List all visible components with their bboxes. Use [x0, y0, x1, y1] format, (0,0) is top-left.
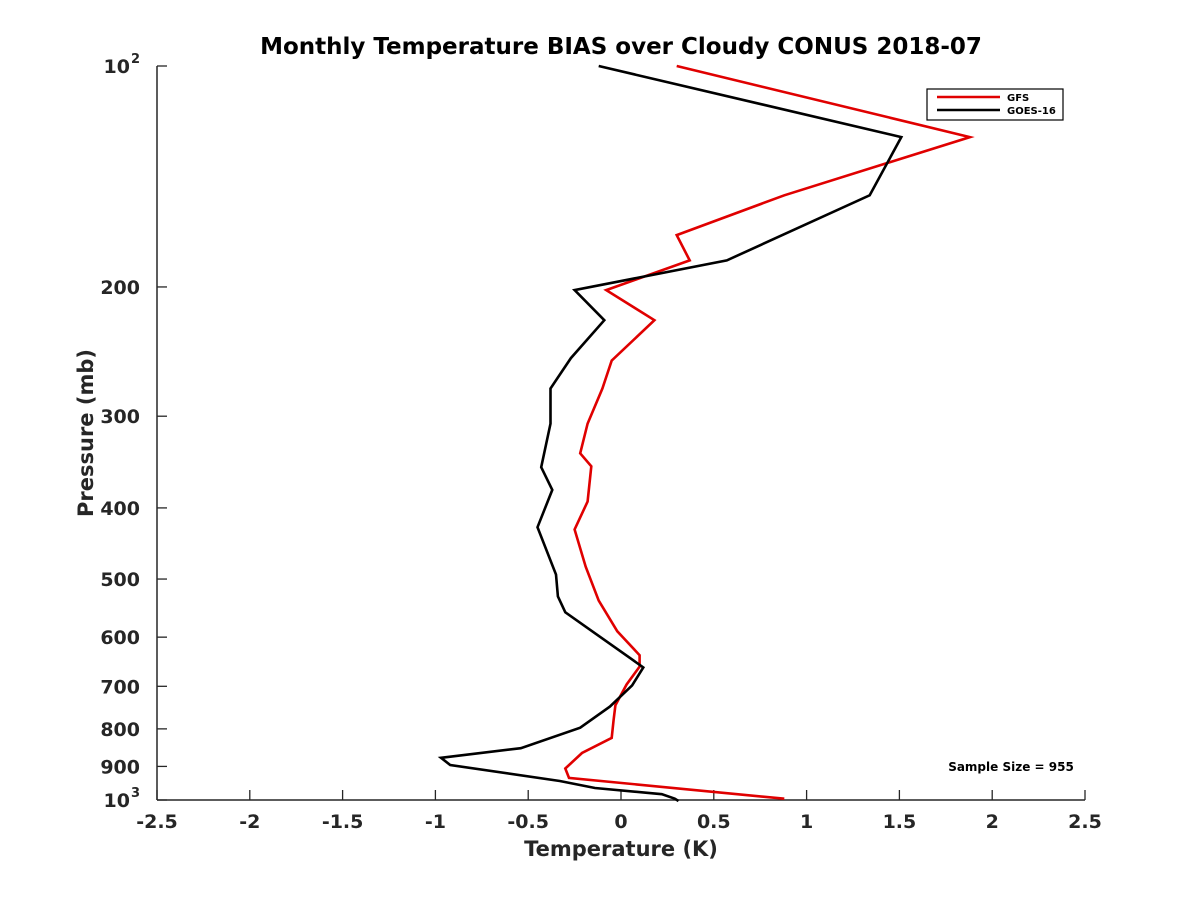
y-tick-label: 900 [100, 756, 140, 778]
x-tick-label: 0 [614, 811, 627, 833]
x-tick-label: 1.5 [883, 811, 917, 833]
x-tick-label: -2.5 [136, 811, 178, 833]
y-tick-label: 300 [100, 406, 140, 428]
legend: GFS GOES-16 [926, 88, 1064, 121]
y-axis-label: Pressure (mb) [74, 349, 98, 517]
axes: -2.5 -2 -1.5 -1 -0.5 0 0.5 1 1.5 2 2.5210200300400… [100, 52, 1102, 833]
y-tick-exponent: 3 [131, 786, 140, 801]
plot-area [437, 64, 975, 803]
legend-box [926, 88, 1064, 121]
legend-label-gfs: GFS [1007, 93, 1029, 104]
y-tick-label: 800 [100, 719, 140, 741]
y-tick-base: 10 [104, 56, 130, 78]
y-tick-label: 200 [100, 277, 140, 299]
x-tick-label: 2 [986, 811, 999, 833]
x-tick-label: -1 [425, 811, 446, 833]
x-tick-label: -1.5 [322, 811, 364, 833]
y-tick-label: 400 [100, 498, 140, 520]
sample-size-annotation: Sample Size = 955 [948, 760, 1074, 774]
y-tick-label: 500 [100, 569, 140, 591]
series-line-gfs [563, 64, 975, 800]
legend-label-goes-16: GOES-16 [1007, 106, 1056, 117]
x-tick-label: -2 [239, 811, 260, 833]
x-tick-label: -0.5 [507, 811, 549, 833]
y-tick-label: 600 [100, 627, 140, 649]
series-line-goes-16 [437, 64, 904, 803]
chart-title: Monthly Temperature BIAS over Cloudy CON… [260, 34, 982, 60]
y-tick-label: 700 [100, 676, 140, 698]
x-tick-label: 1 [800, 811, 813, 833]
x-tick-label: 0.5 [697, 811, 731, 833]
y-tick-base: 10 [104, 790, 130, 812]
x-tick-label: 2.5 [1068, 811, 1102, 833]
x-axis-label: Temperature (K) [524, 837, 718, 861]
y-tick-exponent: 2 [131, 52, 140, 67]
